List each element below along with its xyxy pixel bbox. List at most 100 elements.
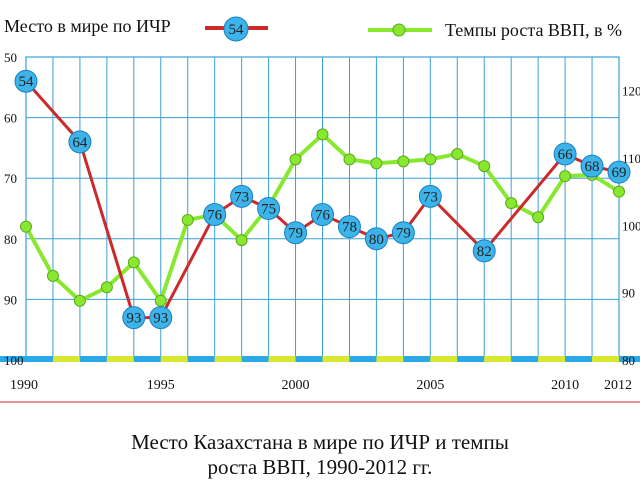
hdi-point bbox=[14, 69, 38, 93]
x-axis-tick-label: 2000 bbox=[282, 378, 310, 393]
hdi-point bbox=[391, 221, 415, 245]
legend-label-gdp: Темпы роста ВВП, в % bbox=[445, 20, 622, 40]
hdi-data-label: 54 bbox=[19, 74, 35, 90]
band-segment bbox=[592, 356, 619, 362]
hdi-point bbox=[607, 160, 631, 184]
band-segment bbox=[322, 356, 350, 362]
gdp-point bbox=[397, 155, 410, 168]
hdi-point bbox=[553, 142, 577, 166]
hdi-data-label: 75 bbox=[261, 202, 276, 218]
gdp-point bbox=[181, 213, 194, 226]
gdp-point bbox=[559, 170, 572, 183]
chart-caption-line-2: роста ВВП, 1990-2012 гг. bbox=[207, 455, 433, 479]
band-segment bbox=[214, 356, 242, 362]
band-segment bbox=[79, 356, 107, 362]
x-axis-tick-label: 1995 bbox=[147, 378, 175, 393]
hdi-data-label: 73 bbox=[423, 189, 438, 205]
legend: Место в мире по ИЧР 54 Темпы роста ВВП, в … bbox=[4, 16, 622, 42]
hdi-point bbox=[230, 184, 254, 208]
hdi-data-label: 76 bbox=[207, 208, 223, 224]
legend-badge-label: 54 bbox=[229, 22, 245, 38]
gdp-point bbox=[613, 185, 625, 198]
band-segment bbox=[565, 356, 593, 362]
hdi-point bbox=[149, 306, 173, 330]
gdp-point bbox=[46, 269, 59, 282]
right-axis-tick-label: 80 bbox=[622, 353, 635, 368]
hdi-series: 54 64 93 93 76 73 75 79 76 78 80 79 73 82 66 68 69 bbox=[14, 69, 631, 330]
band-segment bbox=[457, 356, 485, 362]
band-segment bbox=[484, 356, 512, 362]
hdi-point bbox=[203, 203, 227, 227]
band-segment bbox=[511, 356, 539, 362]
gdp-point bbox=[100, 281, 113, 294]
left-axis-tick-label: 100 bbox=[4, 353, 24, 368]
gdp-point bbox=[370, 157, 383, 170]
band-segment bbox=[619, 356, 640, 362]
gdp-point bbox=[532, 211, 545, 224]
gdp-point bbox=[154, 294, 167, 307]
x-axis-tick-label: 1990 bbox=[10, 378, 38, 393]
band-segment bbox=[106, 356, 134, 362]
gdp-point bbox=[235, 234, 248, 247]
hdi-data-label: 76 bbox=[315, 208, 331, 224]
hdi-point bbox=[472, 239, 496, 263]
right-axis-tick-label: 120 bbox=[622, 84, 640, 99]
hdi-point bbox=[122, 306, 146, 330]
band-segment bbox=[187, 356, 215, 362]
band-segment bbox=[26, 356, 53, 362]
band-segment bbox=[268, 356, 296, 362]
hdi-point bbox=[68, 130, 92, 154]
hdi-point bbox=[337, 215, 361, 239]
hdi-point bbox=[311, 203, 334, 227]
hdi-data-label: 82 bbox=[477, 244, 492, 260]
left-axis-tick-label: 80 bbox=[4, 232, 17, 247]
band-segment bbox=[133, 356, 161, 362]
hdi-point bbox=[364, 227, 388, 251]
band-segment bbox=[349, 356, 377, 362]
band-segment bbox=[52, 356, 80, 362]
band-segment bbox=[0, 356, 26, 362]
hdi-point bbox=[580, 154, 604, 178]
gdp-point bbox=[505, 197, 518, 210]
right-axis-tick-label: 100 bbox=[622, 218, 640, 233]
band-segment bbox=[376, 356, 404, 362]
x-axis-tick-label: 2010 bbox=[551, 378, 579, 393]
gdp-point bbox=[20, 220, 32, 233]
hdi-point bbox=[284, 221, 308, 245]
axes: 50 60 70 80 90 100 120 110 100 90 80 1990 1995 2000 20… bbox=[0, 50, 640, 403]
hdi-point bbox=[257, 197, 281, 220]
x-axis-tick-label: 2005 bbox=[416, 378, 444, 393]
chart: 50 60 70 80 90 100 120 110 100 90 80 1990 1995 2000 20… bbox=[0, 16, 640, 403]
bottom-band bbox=[0, 356, 640, 362]
band-segment bbox=[538, 356, 566, 362]
band-segment bbox=[295, 356, 323, 362]
hdi-data-label: 64 bbox=[72, 135, 88, 151]
hdi-data-label: 73 bbox=[234, 189, 249, 205]
gdp-point bbox=[424, 153, 437, 166]
band-segment bbox=[403, 356, 431, 362]
gdp-point bbox=[316, 128, 329, 141]
hdi-point bbox=[418, 184, 442, 208]
legend-badge-hdi bbox=[223, 16, 249, 42]
hdi-data-label: 66 bbox=[558, 147, 574, 163]
left-axis-tick-label: 90 bbox=[4, 292, 17, 307]
gdp-point bbox=[343, 153, 356, 166]
hdi-data-label: 79 bbox=[288, 226, 303, 242]
x-axis-tick-label: 2012 bbox=[604, 378, 632, 393]
legend-marker-gdp bbox=[392, 23, 406, 37]
right-axis-tick-label: 110 bbox=[622, 151, 640, 166]
hdi-data-label: 93 bbox=[153, 311, 168, 327]
gdp-point bbox=[127, 256, 140, 269]
hdi-data-label: 69 bbox=[612, 165, 627, 181]
left-axis-tick-label: 60 bbox=[4, 111, 17, 126]
gdp-point bbox=[451, 147, 464, 160]
band-segment bbox=[160, 356, 188, 362]
hdi-data-label: 80 bbox=[369, 232, 384, 248]
hdi-data-label: 68 bbox=[585, 159, 600, 175]
gdp-point bbox=[73, 294, 86, 307]
hdi-data-label: 79 bbox=[396, 226, 411, 242]
right-axis-tick-label: 90 bbox=[622, 286, 635, 301]
legend-label-hdi: Место в мире по ИЧР bbox=[4, 16, 171, 36]
band-segment bbox=[241, 356, 269, 362]
left-axis-tick-label: 50 bbox=[4, 50, 17, 65]
